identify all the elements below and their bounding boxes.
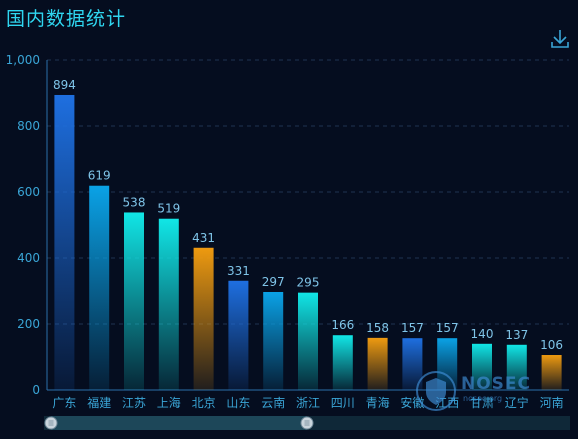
bar-value-label: 894 <box>53 78 76 92</box>
y-axis-labels: 0 200 400 600 800 1,000 <box>6 53 40 397</box>
x-tick-label: 甘肃 <box>470 396 494 410</box>
y-tick-label: 600 <box>17 185 40 199</box>
y-tick-label: 0 <box>32 383 40 397</box>
bar-value-label: 297 <box>262 275 285 289</box>
bar-value-label: 331 <box>227 264 250 278</box>
watermark-sub: nosec.org <box>463 394 503 403</box>
x-tick-label: 浙江 <box>296 396 320 410</box>
bar-value-label: 157 <box>436 321 459 335</box>
bar-value-label: 295 <box>297 276 320 290</box>
x-tick-label: 上海 <box>157 395 181 410</box>
x-tick-label: 江苏 <box>122 396 146 410</box>
bar-10[interactable] <box>367 337 388 390</box>
nosec-watermark: NOSEC nosec.org <box>415 370 535 414</box>
bar-value-label: 157 <box>401 321 424 335</box>
x-tick-label: 河南 <box>540 395 564 410</box>
bar-value-label: 158 <box>366 321 389 335</box>
x-tick-label: 四川 <box>331 396 355 410</box>
y-tick-label: 1,000 <box>6 53 40 67</box>
data-zoom-slider <box>44 416 570 430</box>
bar-2[interactable] <box>89 185 110 390</box>
bar-value-label: 519 <box>157 202 180 216</box>
bar-1[interactable] <box>54 94 75 390</box>
bar-value-label: 619 <box>88 169 111 183</box>
bar-8[interactable] <box>298 292 318 390</box>
chart-title: 国内数据统计 <box>6 8 127 30</box>
bar-12[interactable] <box>437 338 458 390</box>
watermark-brand: NOSEC <box>461 374 532 394</box>
bars <box>54 94 562 390</box>
bar-6[interactable] <box>228 280 249 390</box>
x-tick-label: 青海 <box>366 395 390 410</box>
y-tick-label: 400 <box>17 251 40 265</box>
y-tick-label: 800 <box>17 119 40 133</box>
x-tick-label: 福建 <box>87 395 111 410</box>
bar-3[interactable] <box>124 212 144 390</box>
bar-value-label: 166 <box>331 318 354 332</box>
bar-5[interactable] <box>193 247 214 390</box>
bar-value-label: 431 <box>192 231 215 245</box>
bar-14[interactable] <box>506 344 527 390</box>
bar-9[interactable] <box>332 335 353 390</box>
y-tick-label: 200 <box>17 317 40 331</box>
x-tick-label: 云南 <box>261 395 285 410</box>
bar-7[interactable] <box>263 291 284 390</box>
x-axis-labels: 广东 福建 江苏 上海 北京 山东 云南 浙江 四川 青海 安徽 江西 甘肃 辽宁 河南 <box>52 395 563 410</box>
bar-value-label: 106 <box>540 338 563 352</box>
bar-value-label: 140 <box>471 327 494 341</box>
shield-logo-icon <box>416 371 456 411</box>
x-tick-label: 北京 <box>192 396 216 410</box>
grid-lines <box>47 59 569 325</box>
bar-13[interactable] <box>472 343 492 390</box>
zoom-selected-range[interactable] <box>51 416 307 430</box>
x-tick-label: 广东 <box>52 396 76 410</box>
bar-15[interactable] <box>541 355 562 390</box>
download-icon[interactable] <box>550 28 570 50</box>
value-labels: 894 619 538 519 431 331 297 295 166 158 157 157 140 1… <box>53 78 563 352</box>
x-tick-label: 山东 <box>226 396 250 410</box>
bar-4[interactable] <box>158 218 179 390</box>
bar-value-label: 137 <box>505 328 528 342</box>
bar-value-label: 538 <box>123 195 146 209</box>
bar-11[interactable] <box>402 338 423 390</box>
x-tick-label: 辽宁 <box>505 395 529 410</box>
